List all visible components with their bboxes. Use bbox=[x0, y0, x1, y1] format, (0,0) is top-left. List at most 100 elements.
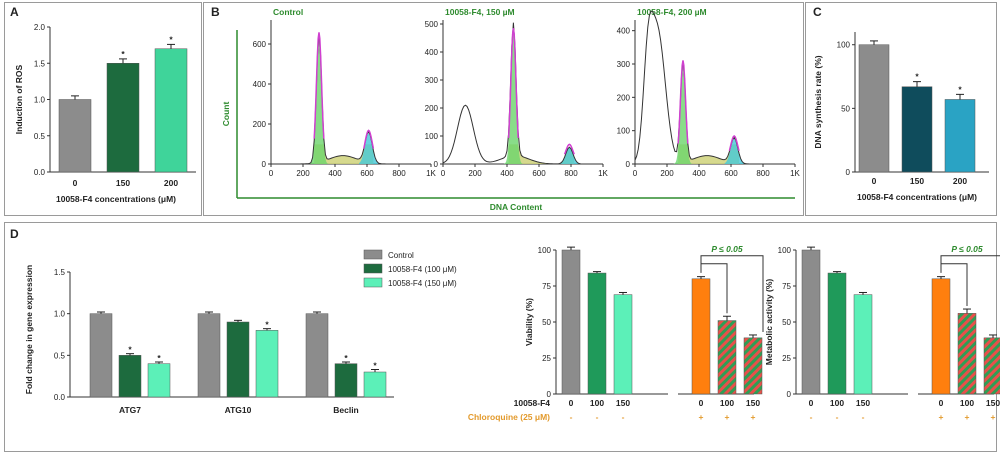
viability-bar bbox=[717, 320, 737, 395]
viability-chloroquine-sign: - bbox=[622, 412, 625, 422]
panel-c-x-tick-label: 200 bbox=[953, 176, 967, 186]
flow-x-tick-label: 200 bbox=[296, 169, 310, 178]
legend-swatch bbox=[363, 263, 383, 274]
significance-mark: * bbox=[157, 353, 161, 363]
metabolic-x-tick-label: 0 bbox=[939, 398, 944, 408]
flow-g1-peak-fill bbox=[503, 31, 523, 164]
flow-y-tick-label: 500 bbox=[425, 20, 439, 29]
viability-y-axis-label: Viability (%) bbox=[524, 298, 534, 346]
f4-treatment-label: 10058-F4 bbox=[514, 398, 551, 408]
panel-d1-y-tick-label: 0.5 bbox=[54, 351, 66, 360]
legend-label: Control bbox=[388, 251, 414, 260]
flow-model-fit-line bbox=[677, 60, 689, 144]
flow-x-tick-label: 800 bbox=[392, 169, 406, 178]
significance-mark: * bbox=[373, 361, 377, 371]
viability-chloroquine-sign: - bbox=[570, 412, 573, 422]
flow-histogram-outline bbox=[442, 22, 603, 165]
panel-a-bar bbox=[58, 99, 92, 173]
flow-y-tick-label: 400 bbox=[253, 80, 267, 89]
viability-bar bbox=[561, 249, 581, 395]
metabolic-y-tick-label: 25 bbox=[782, 354, 791, 363]
panel-d-frame bbox=[4, 222, 997, 452]
viability-bar bbox=[587, 272, 607, 395]
gene-category-label: ATG10 bbox=[225, 405, 252, 415]
gene-category-label: Beclin bbox=[333, 405, 359, 415]
panel-a-y-tick-label: 0.5 bbox=[34, 132, 46, 141]
metabolic-y-tick-label: 50 bbox=[782, 318, 791, 327]
viability-x-tick-label: 150 bbox=[616, 398, 630, 408]
viability-x-tick-label: 0 bbox=[699, 398, 704, 408]
metabolic-chloroquine-sign: - bbox=[836, 412, 839, 422]
flow-x-tick-label: 0 bbox=[441, 169, 446, 178]
metabolic-y-axis-label: Metabolic activity (%) bbox=[764, 279, 774, 366]
flow-histogram-outline bbox=[271, 33, 431, 165]
gene-expression-bar bbox=[255, 330, 279, 398]
flow-y-tick-label: 100 bbox=[617, 127, 631, 136]
chloroquine-treatment-label: Chloroquine (25 μM) bbox=[468, 412, 550, 422]
flow-y-tick-label: 300 bbox=[617, 60, 631, 69]
metabolic-bar bbox=[853, 294, 873, 395]
panel-a-frame bbox=[4, 2, 202, 216]
viability-y-tick-label: 75 bbox=[542, 282, 551, 291]
flow-y-tick-label: 300 bbox=[425, 76, 439, 85]
flow-x-tick-label: 200 bbox=[468, 169, 482, 178]
panel-a-bar bbox=[106, 63, 140, 173]
metabolic-bar bbox=[931, 278, 951, 395]
flow-x-tick-label: 0 bbox=[269, 169, 274, 178]
flow-y-tick-label: 600 bbox=[253, 40, 267, 49]
viability-significance-bracket bbox=[700, 255, 764, 332]
panel-c-bar bbox=[944, 99, 976, 173]
viability-x-tick-label: 100 bbox=[720, 398, 734, 408]
metabolic-p-value: P ≤ 0.05 bbox=[951, 244, 983, 254]
flow-histogram-outline bbox=[634, 10, 795, 165]
viability-y-tick-label: 50 bbox=[542, 318, 551, 327]
panel-d-chart: D 0.0 0.5 1.0 1.5 * * ATG7 * ATG10 * * Beclin Fold c… bbox=[10, 227, 1000, 422]
flow-x-tick-label: 600 bbox=[724, 169, 738, 178]
flow-model-fit-line bbox=[363, 129, 375, 149]
legend-label: 10058-F4 (150 μM) bbox=[388, 279, 457, 288]
viability-significance-bracket-inner bbox=[701, 263, 728, 314]
gene-expression-bar bbox=[147, 363, 171, 398]
metabolic-bar bbox=[801, 249, 821, 395]
gene-expression-bar bbox=[118, 355, 142, 398]
viability-p-value: P ≤ 0.05 bbox=[711, 244, 743, 254]
panel-d1-y-tick-label: 1.5 bbox=[54, 268, 66, 277]
metabolic-y-tick-label: 100 bbox=[778, 246, 792, 255]
panel-a-x-tick-label: 0 bbox=[73, 178, 78, 188]
metabolic-x-tick-label: 100 bbox=[830, 398, 844, 408]
metabolic-y-tick-label: 0 bbox=[787, 390, 792, 399]
metabolic-x-tick-label: 0 bbox=[809, 398, 814, 408]
panel-a-label: A bbox=[10, 5, 19, 19]
flow-x-tick-label: 1K bbox=[426, 169, 436, 178]
flow-y-tick-label: 200 bbox=[253, 120, 267, 129]
panel-a-y-axis-label: Induction of ROS bbox=[14, 64, 24, 134]
panel-a-x-axis-label: 10058-F4 concentrations (μM) bbox=[56, 194, 176, 204]
flow-y-tick-label: 0 bbox=[262, 160, 267, 169]
panel-d1-y-tick-label: 1.0 bbox=[54, 310, 66, 319]
gene-category-label: ATG7 bbox=[119, 405, 141, 415]
viability-y-tick-label: 100 bbox=[538, 246, 552, 255]
metabolic-x-tick-label: 150 bbox=[856, 398, 870, 408]
gene-expression-bar bbox=[305, 313, 329, 398]
flow-y-tick-label: 400 bbox=[425, 48, 439, 57]
panel-c-label: C bbox=[813, 5, 822, 19]
metabolic-significance-bracket bbox=[940, 255, 1000, 273]
metabolic-chloroquine-sign: + bbox=[939, 412, 944, 422]
flow-model-fit-line bbox=[313, 32, 325, 139]
flow-model-fit-line bbox=[507, 28, 519, 138]
gene-expression-bar bbox=[89, 313, 113, 398]
viability-chloroquine-sign: + bbox=[751, 412, 756, 422]
panel-c-y-tick-label: 100 bbox=[837, 41, 851, 50]
viability-y-tick-label: 25 bbox=[542, 354, 551, 363]
significance-mark: * bbox=[958, 84, 962, 94]
flow-subplot-title: Control bbox=[273, 7, 303, 17]
panel-a-chart: A 0.0 0.5 1.0 1.5 2.0 0 * 150 * 200 10058-F4 conce… bbox=[10, 5, 196, 204]
significance-mark: * bbox=[915, 72, 919, 82]
panel-c-chart: C 0 50 100 0 * 150 * 200 10058-F4 concentrations… bbox=[813, 5, 989, 202]
panel-b-y-axis-label: Count bbox=[221, 102, 231, 127]
panel-c-bar bbox=[901, 86, 933, 173]
flow-x-tick-label: 800 bbox=[756, 169, 770, 178]
gene-expression-bar bbox=[226, 321, 250, 398]
flow-subplot-title: 10058-F4, 200 µM bbox=[637, 7, 707, 17]
flow-s-phase-fill bbox=[508, 144, 575, 164]
